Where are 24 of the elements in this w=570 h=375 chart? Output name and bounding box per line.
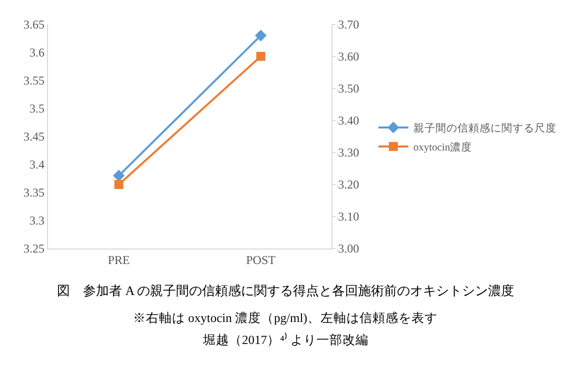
y2-tick-label: 3.10 <box>338 210 360 224</box>
y2-tick-label: 3.50 <box>338 82 360 96</box>
y-tick-label: 3.5 <box>29 102 44 116</box>
y2-tick-label: 3.70 <box>338 18 360 32</box>
y-tick-label: 3.65 <box>23 18 44 32</box>
y-tick-label: 3.3 <box>29 214 44 228</box>
x-tick-label: PRE <box>108 252 130 267</box>
x-tick-label: POST <box>246 252 276 267</box>
y2-tick-label: 3.20 <box>338 178 360 192</box>
text: ※右軸は oxytocin 濃度（pg/ml)、左軸は信頼感を表す <box>133 310 438 325</box>
y-tick-label: 3.55 <box>23 74 44 88</box>
legend-label: oxytocin濃度 <box>413 140 472 154</box>
text: 図 参加者 A の親子間の信頼感に関する得点と各回施術前のオキシトシン濃度 <box>57 283 514 298</box>
legend-label: 親子間の信頼感に関する尺度 <box>413 122 556 135</box>
y-tick-label: 3.4 <box>29 158 44 172</box>
y2-tick-label: 3.40 <box>338 114 360 128</box>
y2-tick-label: 3.60 <box>338 50 360 64</box>
text: 堀越（2017）⁴⁾ より一部改編 <box>202 332 368 347</box>
y-tick-label: 3.35 <box>23 186 44 200</box>
y-tick-label: 3.6 <box>29 46 44 60</box>
y2-tick-label: 3.30 <box>338 146 360 160</box>
y2-tick-label: 3.00 <box>338 242 360 256</box>
y-tick-label: 3.45 <box>23 130 44 144</box>
y-tick-label: 3.25 <box>23 242 44 256</box>
